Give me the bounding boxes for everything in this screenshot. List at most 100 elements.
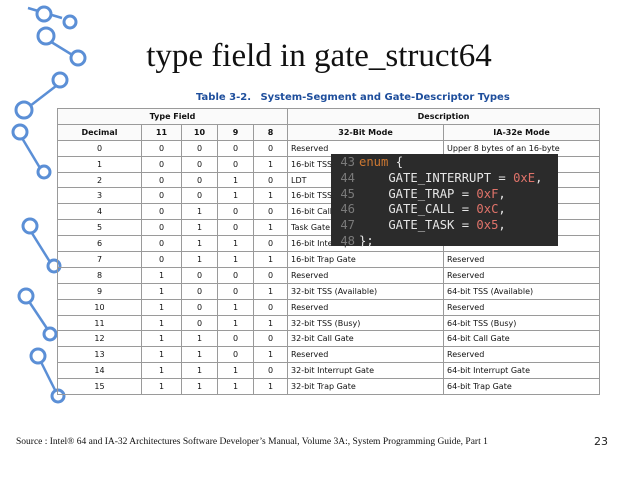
group-header-row: Type Field Description [56, 108, 601, 125]
cell-bit: 0 [252, 235, 289, 253]
line-number: 43 [340, 155, 355, 169]
cell-32bit-mode: Reserved [287, 266, 445, 284]
cell-bit: 0 [252, 139, 289, 157]
type-field-header: Type Field [56, 108, 289, 125]
cell-bit: 1 [181, 219, 218, 237]
cell-bit: 0 [217, 203, 254, 221]
cell-ia32e-mode: 64-bit Interrupt Gate [443, 362, 601, 380]
line-number: 48 [340, 233, 355, 248]
cell-bit: 1 [252, 314, 289, 332]
cell-bit: 0 [141, 235, 182, 253]
line-number: 47 [340, 218, 355, 233]
cell-32bit-mode: 32-bit Call Gate [287, 330, 445, 348]
code-number: 0x5 [476, 218, 499, 233]
column-header-row: Decimal 11 10 9 8 32-Bit Mode IA-32e Mod… [57, 123, 601, 141]
code-punct: , [498, 202, 506, 217]
cell-decimal: 11 [57, 314, 142, 332]
code-line: 44 GATE_INTERRUPT = 0xE, [331, 171, 558, 187]
line-number: 46 [340, 202, 355, 217]
cell-bit: 1 [181, 235, 218, 253]
table-caption-title: System-Segment and Gate-Descriptor Types [260, 92, 510, 103]
cell-bit: 0 [181, 298, 218, 316]
code-number: 0xF [476, 186, 499, 201]
table-caption-number: Table 3-2. [196, 92, 251, 103]
cell-bit: 1 [141, 346, 182, 364]
cell-bit: 1 [252, 346, 289, 364]
cell-bit: 0 [181, 266, 218, 284]
cell-decimal: 2 [57, 171, 142, 189]
table-row: 12 1 1 0 0 32-bit Call Gate 64-bit Call Gate [57, 330, 601, 348]
code-text: }; [359, 233, 374, 248]
cell-ia32e-mode: Reserved [443, 266, 601, 284]
cell-decimal: 6 [57, 235, 142, 253]
col-header-bit-8: 8 [252, 123, 289, 141]
cell-bit: 0 [217, 139, 254, 157]
cell-bit: 0 [141, 203, 182, 221]
cell-bit: 0 [217, 266, 254, 284]
cell-bit: 0 [252, 362, 289, 380]
table-row: 8 1 0 0 0 Reserved Reserved [57, 266, 601, 284]
cell-bit: 1 [141, 330, 182, 348]
code-lines: 43 enum {44 GATE_INTERRUPT = 0xE, 45 GATE_… [331, 155, 558, 250]
cell-bit: 1 [217, 362, 254, 380]
code-snippet: 43 enum {44 GATE_INTERRUPT = 0xE, 45 GATE_… [331, 154, 558, 248]
cell-bit: 0 [141, 187, 182, 205]
code-text: GATE_INTERRUPT = [359, 170, 514, 185]
cell-bit: 1 [217, 314, 254, 332]
cell-32bit-mode: 32-bit TSS (Available) [287, 282, 445, 300]
cell-bit: 0 [217, 155, 254, 173]
table-row: 11 1 0 1 1 32-bit TSS (Busy) 64-bit TSS (Busy) [57, 314, 601, 332]
cell-bit: 0 [141, 171, 182, 189]
cell-bit: 0 [252, 298, 289, 316]
code-line: 45 GATE_TRAP = 0xF, [331, 187, 558, 203]
cell-bit: 0 [217, 346, 254, 364]
cell-32bit-mode: 16-bit Trap Gate [287, 251, 445, 268]
cell-decimal: 13 [57, 346, 142, 364]
code-text: GATE_TASK = [359, 218, 477, 233]
code-line: 46 GATE_CALL = 0xC, [331, 202, 558, 218]
cell-bit: 0 [141, 219, 182, 237]
table-row: 15 1 1 1 1 32-bit Trap Gate 64-bit Trap Gate [57, 378, 601, 396]
cell-bit: 0 [181, 282, 218, 300]
cell-32bit-mode: 32-bit Interrupt Gate [287, 362, 445, 380]
cell-bit: 1 [252, 251, 289, 268]
cell-decimal: 12 [57, 330, 142, 348]
cell-bit: 0 [181, 171, 218, 189]
cell-32bit-mode: Reserved [287, 346, 445, 364]
code-text: GATE_TRAP = [359, 186, 477, 201]
code-keyword: enum [359, 155, 389, 169]
col-header-bit-11: 11 [141, 123, 182, 141]
cell-bit: 0 [217, 330, 254, 348]
cell-ia32e-mode: 64-bit Call Gate [443, 330, 601, 348]
cell-decimal: 15 [57, 378, 142, 396]
code-text: GATE_CALL = [359, 202, 477, 217]
cell-decimal: 8 [57, 266, 142, 284]
cell-bit: 0 [252, 203, 289, 221]
cell-ia32e-mode: Reserved [443, 298, 601, 316]
cell-bit: 0 [217, 219, 254, 237]
table-row: 7 0 1 1 1 16-bit Trap Gate Reserved [57, 251, 601, 268]
cell-bit: 1 [252, 378, 289, 396]
cell-bit: 1 [181, 346, 218, 364]
col-header-bit-9: 9 [217, 123, 254, 141]
cell-bit: 1 [141, 282, 182, 300]
cell-decimal: 0 [57, 139, 142, 157]
cell-bit: 1 [252, 155, 289, 173]
code-number: 0xE [513, 170, 536, 185]
description-header: Description [287, 108, 601, 125]
code-line: 48}; [331, 234, 558, 250]
table-row: 10 1 0 1 0 Reserved Reserved [57, 298, 601, 316]
line-number: 44 [340, 170, 355, 185]
code-line: 43 enum { [331, 155, 558, 171]
cell-bit: 0 [141, 155, 182, 173]
cell-32bit-mode: 32-bit TSS (Busy) [287, 314, 445, 332]
cell-bit: 0 [181, 314, 218, 332]
table-row: 14 1 1 1 0 32-bit Interrupt Gate 64-bit Interr… [57, 362, 601, 380]
table-row: 0 0 0 0 0 Reserved Upper 8 bytes of an 16-byte [57, 139, 601, 157]
cell-bit: 0 [181, 187, 218, 205]
code-punct: , [498, 218, 506, 233]
cell-bit: 1 [141, 266, 182, 284]
cell-ia32e-mode: 64-bit TSS (Busy) [443, 314, 601, 332]
source-footer: Source : Intel® 64 and IA-32 Architectur… [16, 437, 488, 447]
cell-bit: 1 [141, 314, 182, 332]
